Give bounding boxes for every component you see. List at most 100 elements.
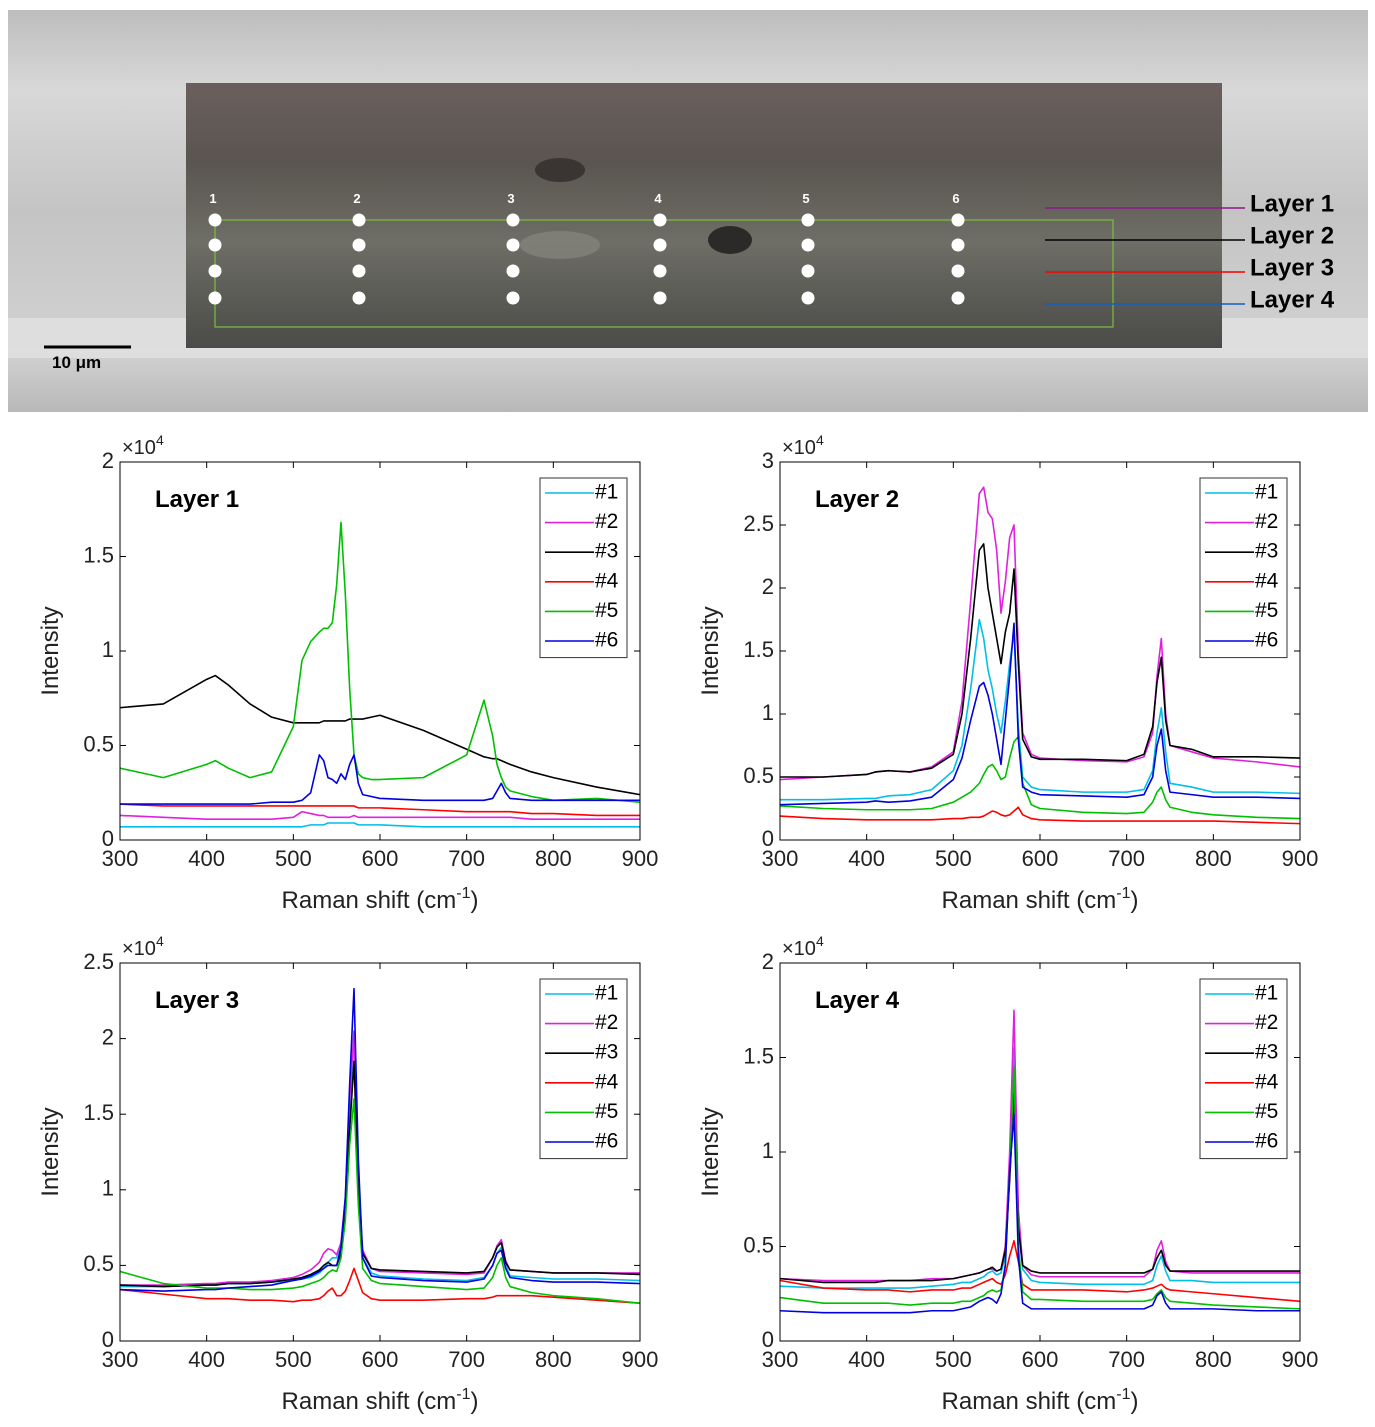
y-multiplier-exp: 4 — [816, 432, 824, 448]
y-tick-label: 1 — [102, 637, 114, 662]
x-tick-label: 500 — [935, 846, 972, 871]
x-axis-label-sup: -1 — [456, 885, 470, 902]
measurement-point — [951, 264, 965, 278]
x-axis-label: Raman shift (cm-1) — [282, 885, 479, 914]
series-line — [779, 1240, 1301, 1303]
layer-label: Layer 2 — [1250, 222, 1334, 249]
x-tick-label: 300 — [102, 846, 139, 871]
series-line — [779, 622, 1301, 806]
legend-label: #2 — [1255, 1011, 1278, 1034]
x-tick-label: 600 — [1022, 1347, 1059, 1372]
measurement-point — [506, 213, 520, 227]
x-tick-label: 300 — [762, 1347, 799, 1372]
series-line — [119, 810, 640, 821]
measurement-point — [352, 291, 366, 305]
legend-label: #1 — [1255, 481, 1278, 504]
x-axis-label-close: ) — [470, 887, 478, 914]
y-tick-label: 0.5 — [83, 731, 114, 756]
x-tick-label: 400 — [848, 1347, 885, 1372]
y-multiplier-exp: 4 — [156, 432, 164, 448]
x-tick-label: 500 — [275, 1347, 312, 1372]
y-tick-label: 3 — [762, 448, 774, 473]
series-line — [779, 486, 1301, 781]
feature — [520, 231, 600, 259]
x-tick-label: 900 — [1282, 846, 1319, 871]
series-line — [119, 1098, 641, 1304]
legend-label: #2 — [595, 1011, 618, 1034]
point-label: 1 — [209, 191, 216, 206]
x-tick-label: 900 — [622, 1347, 659, 1372]
measurement-point — [352, 213, 366, 227]
legend-box — [1199, 477, 1288, 659]
x-axis-label-text: Raman shift (cm — [282, 887, 457, 914]
x-tick-label: 900 — [1282, 1347, 1319, 1372]
legend-label: #2 — [1255, 510, 1278, 533]
x-tick-label: 700 — [448, 1347, 485, 1372]
legend-label: #5 — [595, 599, 618, 622]
series-line — [119, 521, 641, 803]
measurement-point — [352, 238, 366, 252]
series-line — [119, 1060, 641, 1288]
x-tick-label: 600 — [1022, 846, 1059, 871]
x-tick-label: 600 — [362, 1347, 399, 1372]
x-tick-label: 700 — [1108, 846, 1145, 871]
series-line — [119, 987, 641, 1292]
x-axis-label: Raman shift (cm-1) — [942, 1386, 1139, 1415]
x-tick-label: 800 — [1195, 1347, 1232, 1372]
x-tick-label: 500 — [275, 846, 312, 871]
legend-label: #6 — [595, 629, 618, 652]
x-tick-label: 400 — [188, 1347, 225, 1372]
measurement-point — [506, 238, 520, 252]
x-axis-label-sup: -1 — [456, 1386, 470, 1403]
measurement-point — [801, 213, 815, 227]
layer-annotation: Layer 2 — [815, 486, 899, 513]
layer-annotation: Layer 3 — [155, 987, 239, 1014]
legend-label: #1 — [595, 481, 618, 504]
legend-box — [539, 978, 628, 1160]
x-tick-label: 700 — [448, 846, 485, 871]
y-tick-label: 0 — [762, 1327, 774, 1352]
x-tick-label: 800 — [535, 846, 572, 871]
measurement-point — [208, 238, 222, 252]
measurement-point — [352, 264, 366, 278]
plot-area — [119, 963, 641, 1341]
y-multiplier: ×104 — [122, 933, 164, 960]
y-tick-label: 0.5 — [83, 1251, 114, 1276]
x-axis-label-close: ) — [1130, 1388, 1138, 1415]
series-line — [779, 806, 1301, 825]
series-line — [120, 822, 640, 828]
x-axis-label: Raman shift (cm-1) — [942, 885, 1139, 914]
x-axis-label-close: ) — [470, 1388, 478, 1415]
legend-label: #6 — [1255, 1130, 1278, 1153]
measurement-point — [951, 291, 965, 305]
feature — [535, 158, 585, 182]
y-multiplier-base: ×10 — [122, 938, 156, 960]
y-axis-label: Intensity — [697, 606, 724, 695]
x-tick-label: 500 — [935, 1347, 972, 1372]
legend-label: #4 — [595, 1070, 619, 1093]
y-multiplier-base: ×10 — [782, 938, 816, 960]
measurement-point — [653, 238, 667, 252]
y-axis-label: Intensity — [37, 606, 64, 695]
y-axis-label: Intensity — [37, 1107, 64, 1196]
series-line — [779, 1113, 1300, 1314]
legend-label: #5 — [1255, 599, 1278, 622]
legend-label: #2 — [595, 510, 618, 533]
measurement-point — [801, 238, 815, 252]
y-tick-label: 2 — [762, 949, 774, 974]
point-label: 5 — [802, 191, 809, 206]
measurement-point — [653, 291, 667, 305]
x-tick-label: 800 — [535, 1347, 572, 1372]
legend-label: #5 — [595, 1100, 618, 1123]
measurement-point — [653, 213, 667, 227]
x-axis-label-sup: -1 — [1116, 1386, 1130, 1403]
y-tick-label: 2.5 — [743, 511, 774, 536]
legend-label: #5 — [1255, 1100, 1278, 1123]
x-tick-label: 600 — [362, 846, 399, 871]
layer-label: Layer 1 — [1250, 190, 1334, 217]
y-tick-label: 1 — [762, 700, 774, 725]
x-tick-label: 400 — [848, 846, 885, 871]
y-tick-label: 0.5 — [743, 1232, 774, 1257]
x-axis-label: Raman shift (cm-1) — [282, 1386, 479, 1415]
